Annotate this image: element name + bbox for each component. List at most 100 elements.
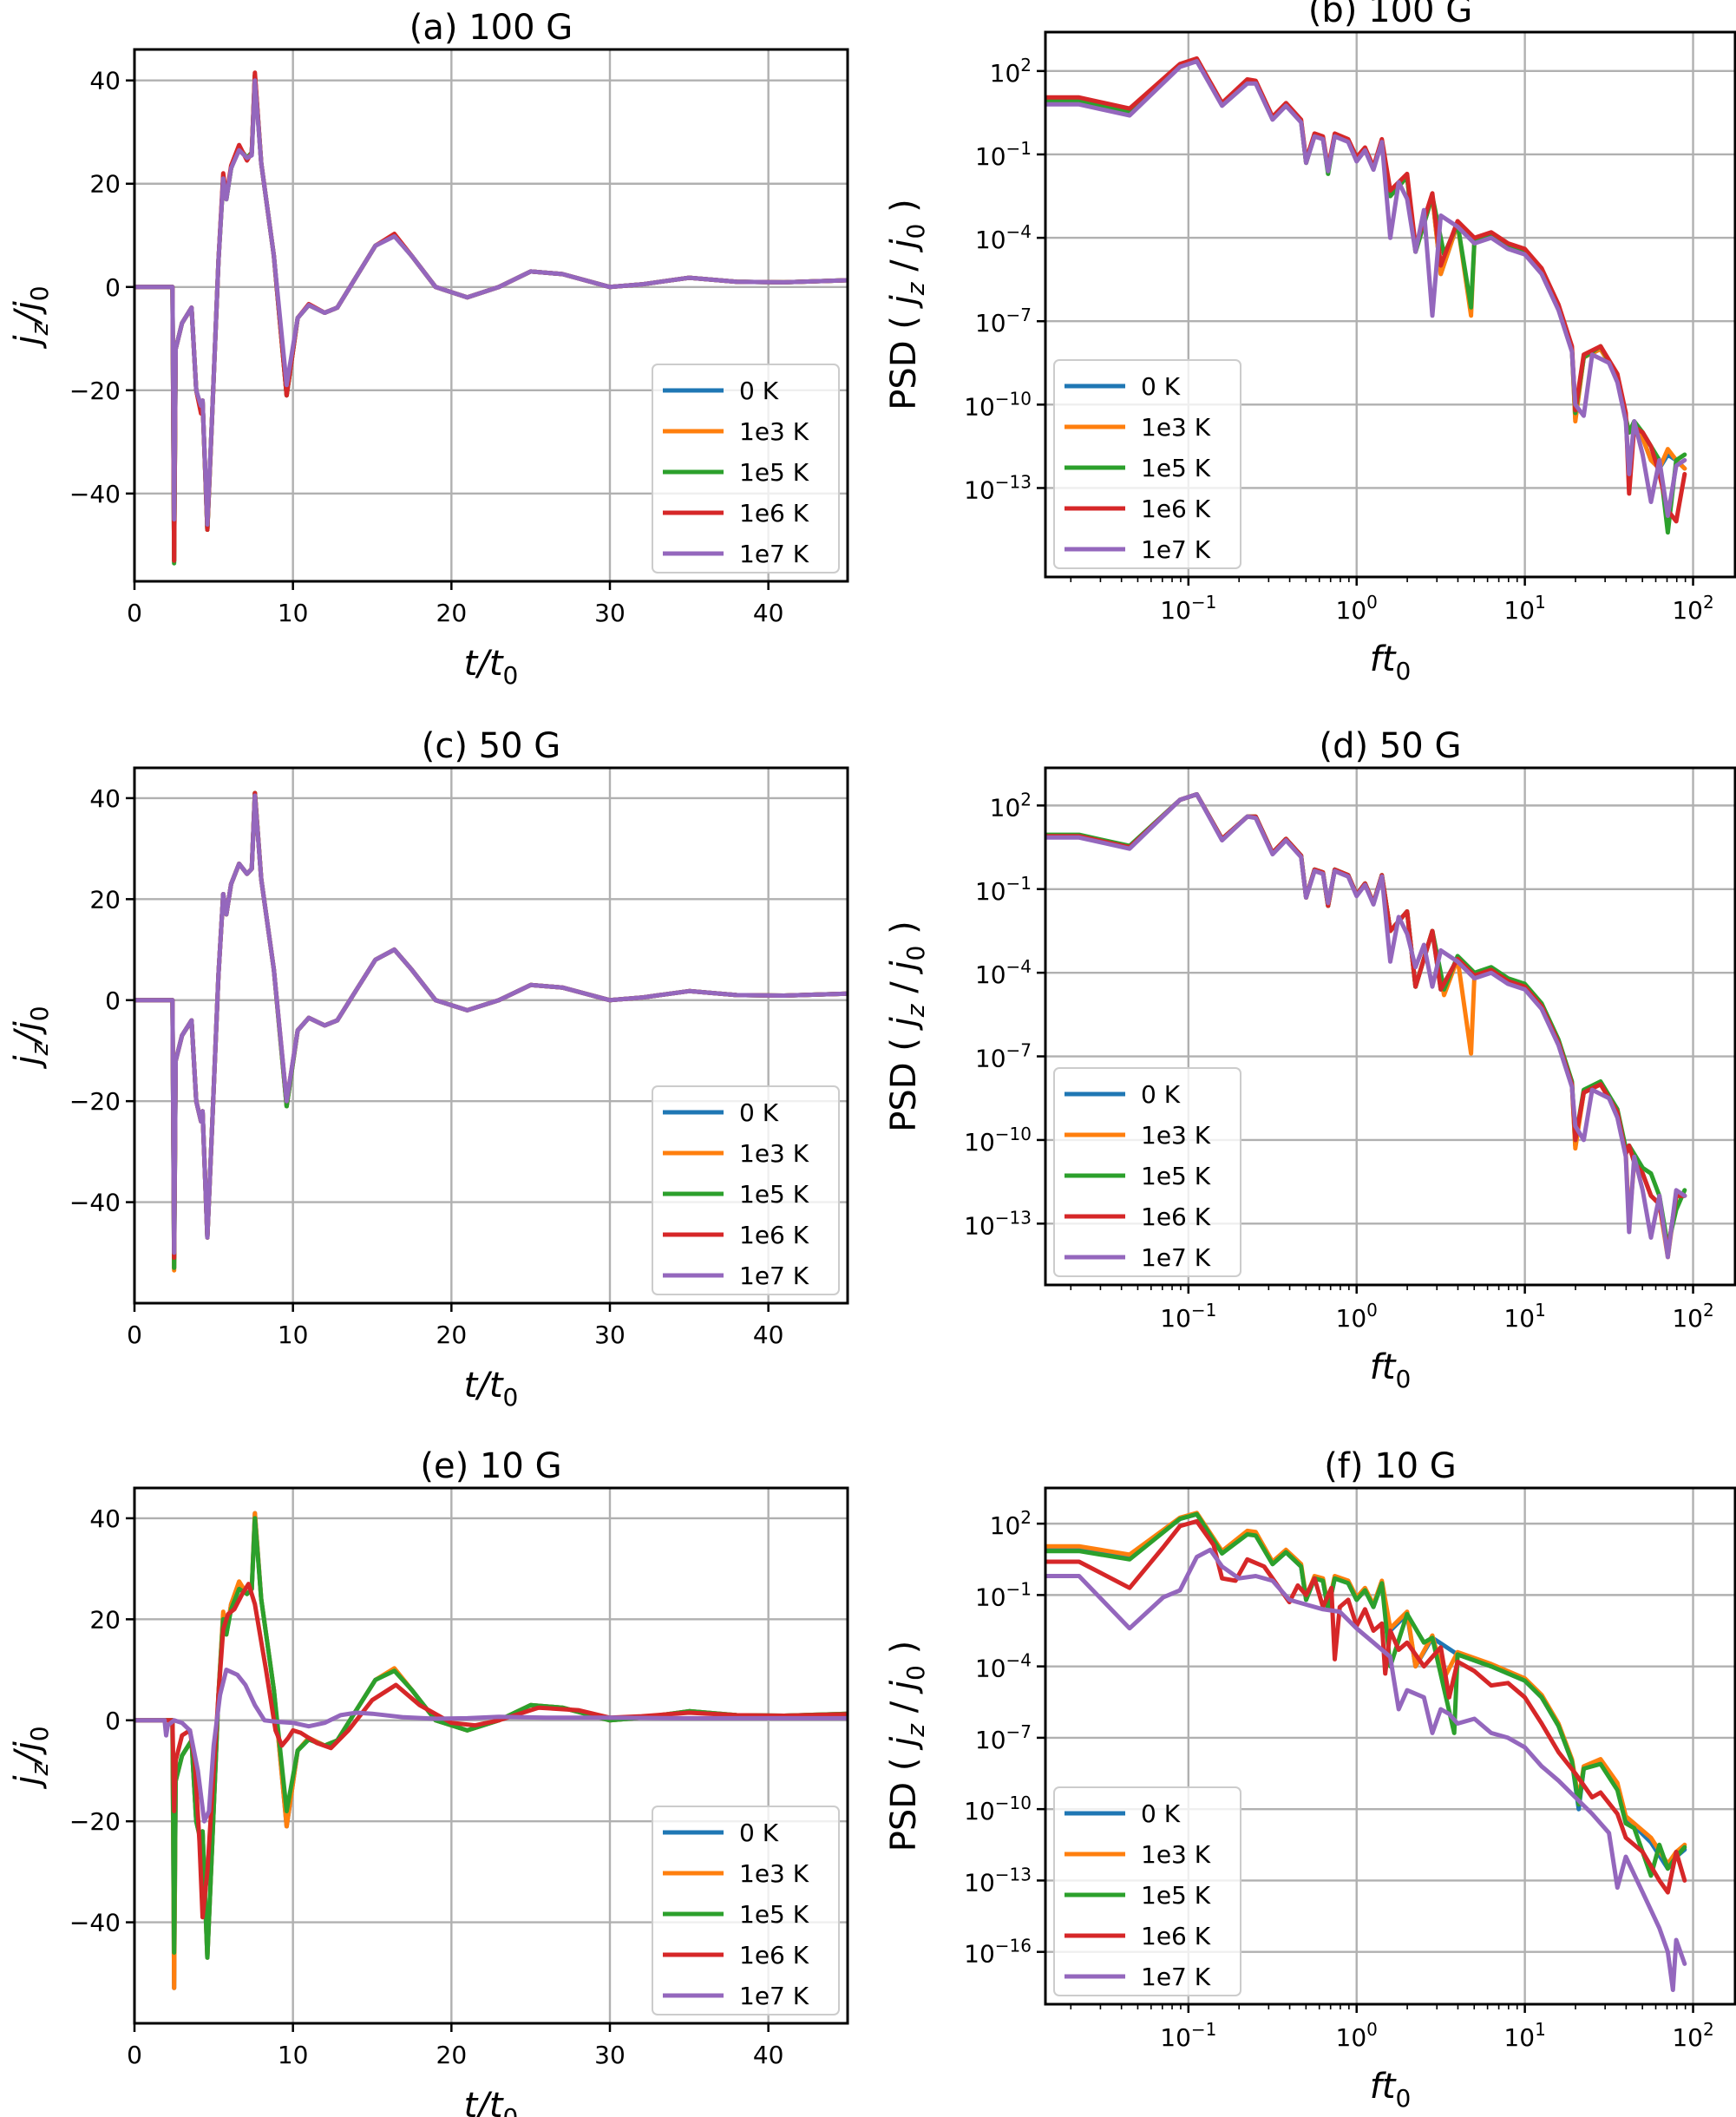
panel-b: (b) 100 G 10−1 100 101 102 102 10−1 10−4 10−7 10… (884, 0, 1736, 685)
y-tick-label: 10−7 (975, 1721, 1032, 1754)
legend-frame (1053, 359, 1241, 569)
y-tick-label: 40 (89, 67, 121, 95)
y-tick-label: −20 (69, 1087, 121, 1116)
y-tick-label: 10−10 (964, 1124, 1032, 1157)
x-tick-label: 10 (278, 1321, 309, 1349)
y-tick-label: 10−4 (975, 956, 1032, 989)
series-line-1e7-k (1045, 1547, 1687, 1992)
x-tick-label: 20 (436, 1321, 468, 1349)
legend-label: 0 K (1141, 1080, 1181, 1109)
legend: 0 K 1e3 K 1e5 K 1e6 K 1e7 K (652, 364, 840, 573)
x-tick-label: 30 (594, 599, 626, 627)
y-tick-label: −20 (69, 377, 121, 405)
x-tick-label: 10−1 (1160, 1300, 1216, 1333)
legend-label: 1e7 K (1141, 1243, 1211, 1272)
y-tick-label: 10−4 (975, 221, 1032, 254)
panel-e: (e) 10 G 0 10 20 30 40 40 20 0 −20 −40 t/t0 jz/j0 0 … (8, 1446, 849, 2117)
legend-label: 0 K (739, 1098, 779, 1127)
x-axis-label: ft0 (1370, 1347, 1412, 1393)
legend-label: 1e7 K (739, 540, 809, 568)
x-tick-label: 30 (594, 2041, 626, 2069)
x-tick-label: 30 (594, 1321, 626, 1349)
x-tick-label: 40 (753, 1321, 784, 1349)
panel-title: (f) 10 G (1324, 1446, 1457, 1486)
y-tick-label: 10−13 (964, 1207, 1032, 1240)
series-group (1045, 1511, 1687, 1992)
legend: 0 K 1e3 K 1e5 K 1e6 K 1e7 K (652, 1806, 840, 2015)
x-tick-label: 101 (1503, 592, 1545, 625)
legend-label: 1e5 K (1141, 1162, 1211, 1190)
legend-label: 1e6 K (739, 1221, 809, 1249)
x-tick-label: 101 (1503, 2019, 1545, 2052)
legend-label: 1e5 K (739, 458, 809, 487)
panel-d: (d) 50 G 10−1 100 101 102 102 10−1 10−4 10−7 10−… (884, 726, 1736, 1393)
series-line-1e7-k (134, 793, 848, 1255)
legend-label: 1e6 K (1141, 495, 1211, 523)
series-line-1e7-k (134, 78, 848, 527)
x-tick-label: 102 (1672, 1300, 1713, 1333)
x-tick-label: 40 (753, 2041, 784, 2069)
plot-frame (1044, 30, 1736, 579)
legend-label: 1e3 K (1141, 413, 1211, 442)
legend: 0 K 1e3 K 1e5 K 1e6 K 1e7 K (652, 1085, 840, 1295)
legend-label: 1e3 K (739, 1139, 809, 1168)
x-tick-label: 100 (1336, 2019, 1378, 2052)
series-group (1045, 792, 1687, 1260)
y-tick-label: 40 (89, 1504, 121, 1533)
legend-label: 1e7 K (739, 1982, 809, 2010)
y-tick-label: 102 (990, 789, 1032, 822)
y-axis-label: PSD ( jz / j0 ) (884, 199, 930, 410)
legend-label: 1e7 K (1141, 535, 1211, 564)
legend-label: 1e5 K (739, 1900, 809, 1929)
series-line-1e7-k (1045, 792, 1687, 1260)
x-tick-label: 102 (1672, 592, 1713, 625)
y-tick-label: −40 (69, 1189, 121, 1217)
legend-frame (1053, 1067, 1241, 1277)
y-axis-label: PSD ( jz / j0 ) (884, 921, 930, 1131)
plot-frame (1044, 1486, 1736, 2006)
x-tick-label: 10 (278, 2041, 309, 2069)
y-tick-label: 102 (990, 1507, 1032, 1540)
x-tick-label: 10−1 (1160, 2019, 1216, 2052)
y-axis-label: jz/j0 (8, 1006, 54, 1069)
x-axis-label: ft0 (1370, 2067, 1412, 2113)
x-tick-label: 102 (1672, 2019, 1713, 2052)
y-axis-label: jz/j0 (8, 285, 54, 349)
legend-label: 1e3 K (739, 417, 809, 446)
series-line-1e6-k (134, 1582, 848, 1920)
x-axis-label: t/t0 (464, 2086, 519, 2117)
y-tick-label: 10−1 (975, 1578, 1032, 1611)
y-tick-label: 40 (89, 784, 121, 813)
series-line-1e7-k (134, 1668, 848, 1824)
y-tick-label: 10−13 (964, 471, 1032, 504)
x-axis-label: t/t0 (464, 644, 519, 690)
y-tick-label: 10−1 (975, 138, 1032, 171)
x-tick-label: 100 (1336, 1300, 1378, 1333)
legend-label: 1e3 K (1141, 1840, 1211, 1869)
legend-frame (652, 1085, 840, 1295)
legend-label: 1e7 K (1141, 1963, 1211, 1991)
y-tick-label: 20 (89, 1605, 121, 1634)
x-tick-label: 0 (127, 599, 142, 627)
plot-frame (1044, 766, 1736, 1287)
y-tick-label: 10−7 (975, 1040, 1032, 1073)
legend: 0 K 1e3 K 1e5 K 1e6 K 1e7 K (1053, 359, 1241, 569)
y-tick-label: 0 (105, 273, 121, 302)
y-tick-label: −40 (69, 1909, 121, 1937)
series-group (134, 70, 848, 566)
series-line-1e6-k (1045, 1518, 1687, 1895)
panel-title: (b) 100 G (1308, 0, 1472, 30)
legend-label: 0 K (739, 377, 779, 405)
y-axis-label: PSD ( jz / j0 ) (884, 1641, 930, 1852)
y-tick-label: 10−16 (964, 1936, 1032, 1969)
y-tick-label: 10−7 (975, 305, 1032, 338)
legend: 0 K 1e3 K 1e5 K 1e6 K 1e7 K (1053, 1067, 1241, 1277)
x-tick-label: 20 (436, 2041, 468, 2069)
legend-label: 1e6 K (1141, 1203, 1211, 1231)
series-group (134, 790, 848, 1273)
panel-title: (e) 10 G (420, 1446, 561, 1486)
legend-label: 1e7 K (739, 1262, 809, 1290)
legend-label: 0 K (1141, 372, 1181, 401)
legend-label: 0 K (1141, 1799, 1181, 1828)
legend-label: 1e5 K (1141, 454, 1211, 482)
